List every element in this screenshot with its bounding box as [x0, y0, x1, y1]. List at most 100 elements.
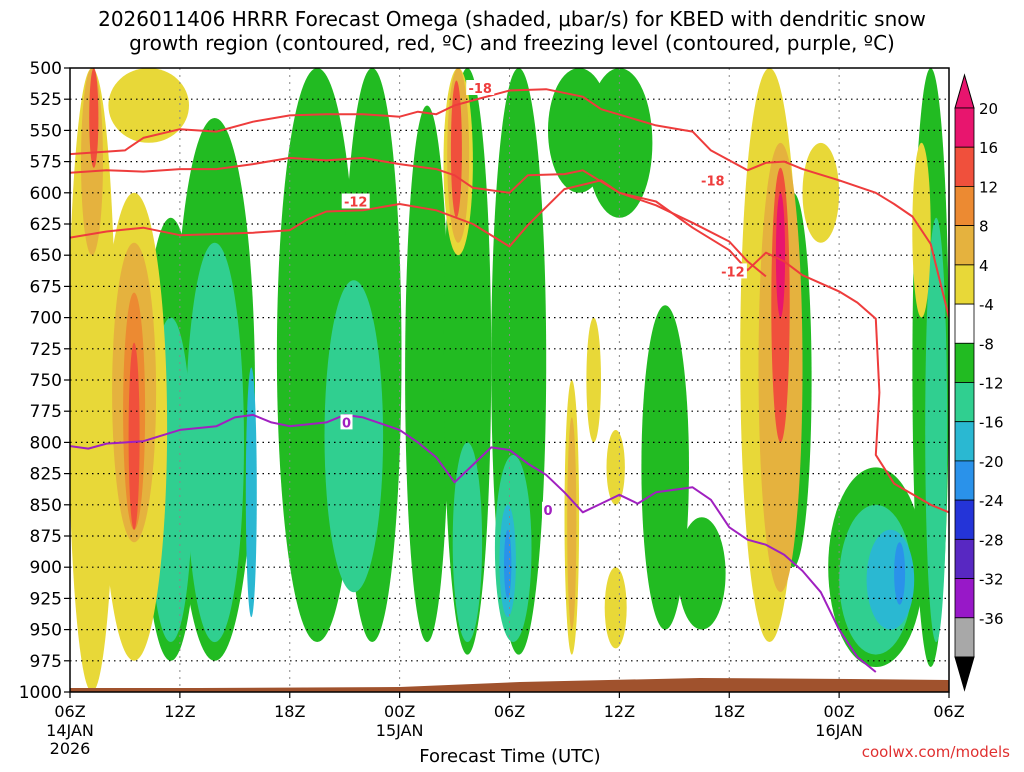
time-tick-label: 06Z	[54, 702, 85, 721]
colorbar-swatch	[954, 539, 975, 580]
colorbar-swatch	[954, 578, 975, 619]
colorbar-label: -4	[979, 296, 994, 314]
pressure-tick-label: 500	[30, 59, 62, 79]
ascent-band-x	[894, 542, 906, 605]
descent-band-g	[128, 342, 140, 530]
time-tick-label: 12Z	[604, 702, 635, 721]
temperature-contours	[70, 88, 949, 673]
time-tick-label: 06Z	[933, 702, 964, 721]
contour-line	[70, 88, 949, 318]
ascent-band-e	[245, 367, 257, 618]
time-tick-date: 16JAN	[815, 721, 863, 740]
time-tick-label: 12Z	[164, 702, 195, 721]
contour-label: -12	[344, 196, 368, 211]
pressure-tick-label: 775	[30, 402, 62, 422]
descent-band-h	[108, 68, 189, 143]
omega-shading	[70, 68, 949, 692]
colorbar-swatch	[954, 382, 975, 423]
ascent-band-o	[504, 529, 512, 599]
plot-grid	[70, 68, 949, 692]
contour-labels: -18 -18 -12 -12 0 0	[340, 80, 747, 519]
x-axis-label: Forecast Time (UTC)	[419, 746, 600, 767]
colorbar-swatch	[954, 499, 975, 540]
colorbar-swatch	[954, 421, 975, 462]
ascent-band-w	[866, 529, 915, 630]
contour-label-bg	[340, 414, 353, 430]
contour-line	[70, 156, 949, 514]
ascent-band-z	[925, 217, 948, 643]
pressure-tick-label: 700	[30, 309, 62, 329]
pressure-tick-label: 750	[30, 371, 62, 391]
time-tick-year: 2026	[50, 739, 91, 758]
contour-label: -12	[721, 265, 745, 280]
terrain-ground	[70, 678, 949, 692]
time-tick-date: 14JAN	[46, 721, 94, 740]
colorbar-label: 8	[979, 218, 989, 236]
colorbar-label: 12	[979, 178, 998, 196]
time-tick-label: 18Z	[274, 702, 305, 721]
colorbar-label: -20	[979, 453, 1004, 471]
colorbar-label: -12	[979, 375, 1004, 393]
ascent-band-i	[405, 105, 450, 643]
pressure-tick-label: 1000	[19, 683, 62, 703]
descent-band-k	[450, 80, 462, 218]
contour-line	[70, 179, 767, 278]
colorbar-label: -24	[979, 492, 1004, 510]
descent-band-u	[802, 142, 840, 243]
colorbar-swatch	[954, 264, 975, 305]
pressure-tick-label: 900	[30, 558, 62, 578]
colorbar-label: -32	[979, 571, 1004, 589]
pressure-tick-label: 825	[30, 465, 62, 485]
ascent-band-k	[452, 442, 483, 642]
chart-title-line2: growth region (contoured, red, ºC) and f…	[129, 31, 895, 55]
pressure-tick-label: 600	[30, 184, 62, 204]
time-tick-label: 06Z	[494, 702, 525, 721]
contour-label-bg	[341, 193, 370, 209]
ascent-band-d	[185, 242, 244, 643]
pressure-tick-label: 800	[30, 433, 62, 453]
pressure-tick-label: 925	[30, 589, 62, 609]
colorbar-label: -8	[979, 335, 994, 353]
pressure-axis: 500 525 550 575 600 625 650 675 700 725 750 775 800 8…	[19, 59, 70, 703]
colorbar-label: 4	[979, 257, 989, 275]
time-tick-label: 18Z	[714, 702, 745, 721]
pressure-tick-label: 525	[30, 90, 62, 110]
contour-label-bg	[718, 263, 747, 279]
descent-band-m	[567, 417, 577, 630]
pressure-tick-label: 725	[30, 340, 62, 360]
ascent-band-r	[641, 305, 689, 630]
descent-band-o	[606, 430, 625, 505]
pressure-tick-label: 850	[30, 496, 62, 516]
colorbar-label: 20	[979, 100, 998, 118]
colorbar-swatch	[954, 146, 975, 187]
time-tick-label: 00Z	[823, 702, 854, 721]
ascent-band-h	[324, 280, 384, 593]
colorbar-swatch	[954, 460, 975, 501]
pressure-tick-label: 625	[30, 215, 62, 235]
contour-label-bg	[466, 80, 495, 95]
contour-label-bg	[542, 501, 554, 517]
colorbar-swatch	[954, 225, 975, 266]
colorbar-label: -28	[979, 531, 1004, 549]
contour-label: -18	[468, 82, 492, 97]
contour-label: -18	[701, 174, 725, 189]
colorbar-label: -16	[979, 414, 1004, 432]
contour-line	[70, 413, 877, 673]
colorbar-bottom-arrow	[954, 656, 975, 692]
colorbar-swatch	[954, 617, 975, 658]
ascent-band-s	[678, 517, 726, 630]
colorbar-label: -36	[979, 610, 1004, 628]
pressure-tick-label: 875	[30, 527, 62, 547]
pressure-tick-label: 550	[30, 121, 62, 141]
contour-label-bg	[698, 172, 727, 188]
colorbar-swatch	[954, 303, 975, 344]
colorbar-swatch	[954, 342, 975, 383]
watermark: coolwx.com/models	[862, 743, 1010, 761]
omega-colorbar: 20 16 12 8 4 -4 -8 -12 -16 -20 -24 -28 -32 -36	[954, 73, 1004, 692]
pressure-tick-label: 950	[30, 621, 62, 641]
descent-band-p	[604, 567, 627, 649]
chart-title-line1: 2026011406 HRRR Forecast Omega (shaded, …	[98, 7, 926, 31]
colorbar-label: 16	[979, 139, 998, 157]
contour-label: 0	[543, 504, 552, 519]
